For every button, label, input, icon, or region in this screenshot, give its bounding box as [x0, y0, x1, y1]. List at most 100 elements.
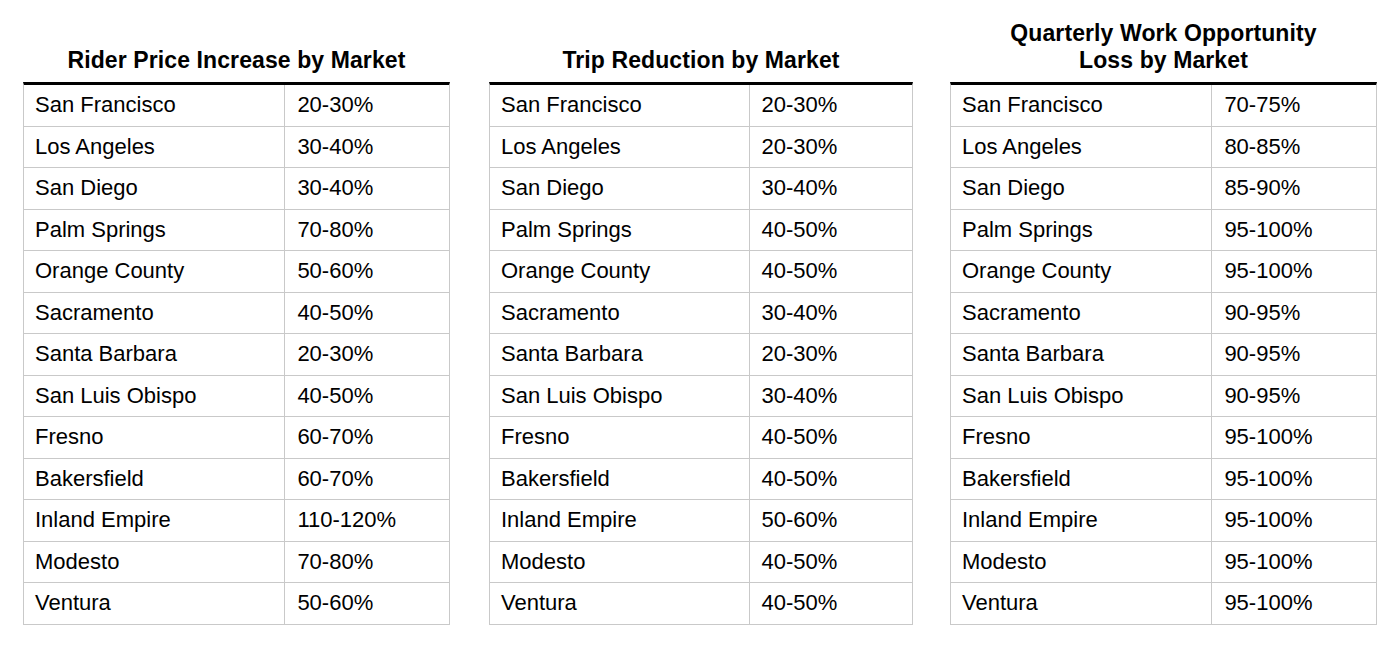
market-name-cell: Palm Springs — [951, 210, 1212, 251]
market-name-cell: Bakersfield — [951, 459, 1212, 500]
value-cell: 40-50% — [750, 583, 912, 624]
table-row: Ventura50-60% — [24, 583, 449, 624]
table-row: San Francisco20-30% — [24, 85, 449, 127]
market-name-cell: San Diego — [490, 168, 750, 209]
table-row: Los Angeles30-40% — [24, 127, 449, 169]
value-cell: 50-60% — [285, 251, 449, 292]
table-body: San Francisco20-30%Los Angeles20-30%San … — [489, 82, 913, 625]
market-name-cell: Santa Barbara — [490, 334, 750, 375]
tables-canvas: Rider Price Increase by Market San Franc… — [0, 0, 1400, 650]
market-name-cell: Modesto — [490, 542, 750, 583]
value-cell: 95-100% — [1212, 500, 1376, 541]
market-name-cell: San Luis Obispo — [490, 376, 750, 417]
value-cell: 90-95% — [1212, 293, 1376, 334]
table-row: San Luis Obispo90-95% — [951, 376, 1376, 418]
table-row: Fresno95-100% — [951, 417, 1376, 459]
value-cell: 30-40% — [285, 127, 449, 168]
market-name-cell: Modesto — [951, 542, 1212, 583]
table-row: Modesto40-50% — [490, 542, 912, 584]
value-cell: 95-100% — [1212, 583, 1376, 624]
market-name-cell: Palm Springs — [24, 210, 285, 251]
table-body: San Francisco20-30%Los Angeles30-40%San … — [23, 82, 450, 625]
market-name-cell: Orange County — [951, 251, 1212, 292]
table-row: San Luis Obispo40-50% — [24, 376, 449, 418]
trip-reduction-table: Trip Reduction by Market San Francisco20… — [489, 0, 913, 625]
value-cell: 60-70% — [285, 459, 449, 500]
value-cell: 40-50% — [750, 251, 912, 292]
market-name-cell: Bakersfield — [24, 459, 285, 500]
table-row: Los Angeles80-85% — [951, 127, 1376, 169]
table-title: Rider Price Increase by Market — [23, 0, 450, 82]
market-name-cell: San Luis Obispo — [24, 376, 285, 417]
table-row: Palm Springs70-80% — [24, 210, 449, 252]
market-name-cell: Fresno — [490, 417, 750, 458]
market-name-cell: Inland Empire — [490, 500, 750, 541]
table-row: Modesto70-80% — [24, 542, 449, 584]
table-title: Quarterly Work Opportunity Loss by Marke… — [950, 0, 1377, 82]
market-name-cell: Inland Empire — [24, 500, 285, 541]
market-name-cell: San Francisco — [490, 85, 750, 126]
value-cell: 70-80% — [285, 542, 449, 583]
table-body: San Francisco70-75%Los Angeles80-85%San … — [950, 82, 1377, 625]
value-cell: 20-30% — [285, 85, 449, 126]
value-cell: 95-100% — [1212, 210, 1376, 251]
table-row: Modesto95-100% — [951, 542, 1376, 584]
table-row: Inland Empire110-120% — [24, 500, 449, 542]
market-name-cell: Ventura — [24, 583, 285, 624]
table-row: San Diego85-90% — [951, 168, 1376, 210]
value-cell: 50-60% — [285, 583, 449, 624]
value-cell: 95-100% — [1212, 459, 1376, 500]
table-row: San Diego30-40% — [490, 168, 912, 210]
value-cell: 40-50% — [750, 210, 912, 251]
value-cell: 30-40% — [750, 168, 912, 209]
value-cell: 70-75% — [1212, 85, 1376, 126]
table-row: Fresno60-70% — [24, 417, 449, 459]
market-name-cell: Sacramento — [490, 293, 750, 334]
table-row: San Francisco20-30% — [490, 85, 912, 127]
market-name-cell: San Francisco — [24, 85, 285, 126]
value-cell: 30-40% — [750, 293, 912, 334]
market-name-cell: Ventura — [951, 583, 1212, 624]
value-cell: 110-120% — [285, 500, 449, 541]
work-opportunity-loss-table: Quarterly Work Opportunity Loss by Marke… — [950, 0, 1377, 625]
value-cell: 20-30% — [750, 127, 912, 168]
market-name-cell: San Francisco — [951, 85, 1212, 126]
market-name-cell: Fresno — [24, 417, 285, 458]
value-cell: 95-100% — [1212, 542, 1376, 583]
table-row: Sacramento40-50% — [24, 293, 449, 335]
value-cell: 70-80% — [285, 210, 449, 251]
market-name-cell: Santa Barbara — [24, 334, 285, 375]
table-row: Inland Empire50-60% — [490, 500, 912, 542]
value-cell: 40-50% — [285, 376, 449, 417]
market-name-cell: Santa Barbara — [951, 334, 1212, 375]
value-cell: 30-40% — [285, 168, 449, 209]
table-row: Sacramento90-95% — [951, 293, 1376, 335]
table-row: Sacramento30-40% — [490, 293, 912, 335]
market-name-cell: Los Angeles — [24, 127, 285, 168]
value-cell: 90-95% — [1212, 334, 1376, 375]
value-cell: 20-30% — [285, 334, 449, 375]
table-row: Ventura95-100% — [951, 583, 1376, 624]
table-row: Orange County40-50% — [490, 251, 912, 293]
value-cell: 40-50% — [750, 459, 912, 500]
value-cell: 40-50% — [285, 293, 449, 334]
table-row: Palm Springs95-100% — [951, 210, 1376, 252]
table-row: Orange County50-60% — [24, 251, 449, 293]
value-cell: 95-100% — [1212, 251, 1376, 292]
market-name-cell: Los Angeles — [490, 127, 750, 168]
market-name-cell: Palm Springs — [490, 210, 750, 251]
value-cell: 40-50% — [750, 542, 912, 583]
market-name-cell: Orange County — [490, 251, 750, 292]
table-row: Fresno40-50% — [490, 417, 912, 459]
table-row: Bakersfield60-70% — [24, 459, 449, 501]
market-name-cell: Modesto — [24, 542, 285, 583]
table-row: Bakersfield95-100% — [951, 459, 1376, 501]
value-cell: 80-85% — [1212, 127, 1376, 168]
rider-price-increase-table: Rider Price Increase by Market San Franc… — [23, 0, 450, 625]
market-name-cell: Ventura — [490, 583, 750, 624]
market-name-cell: San Diego — [24, 168, 285, 209]
market-name-cell: Los Angeles — [951, 127, 1212, 168]
table-row: Orange County95-100% — [951, 251, 1376, 293]
table-row: Los Angeles20-30% — [490, 127, 912, 169]
table-row: Inland Empire95-100% — [951, 500, 1376, 542]
